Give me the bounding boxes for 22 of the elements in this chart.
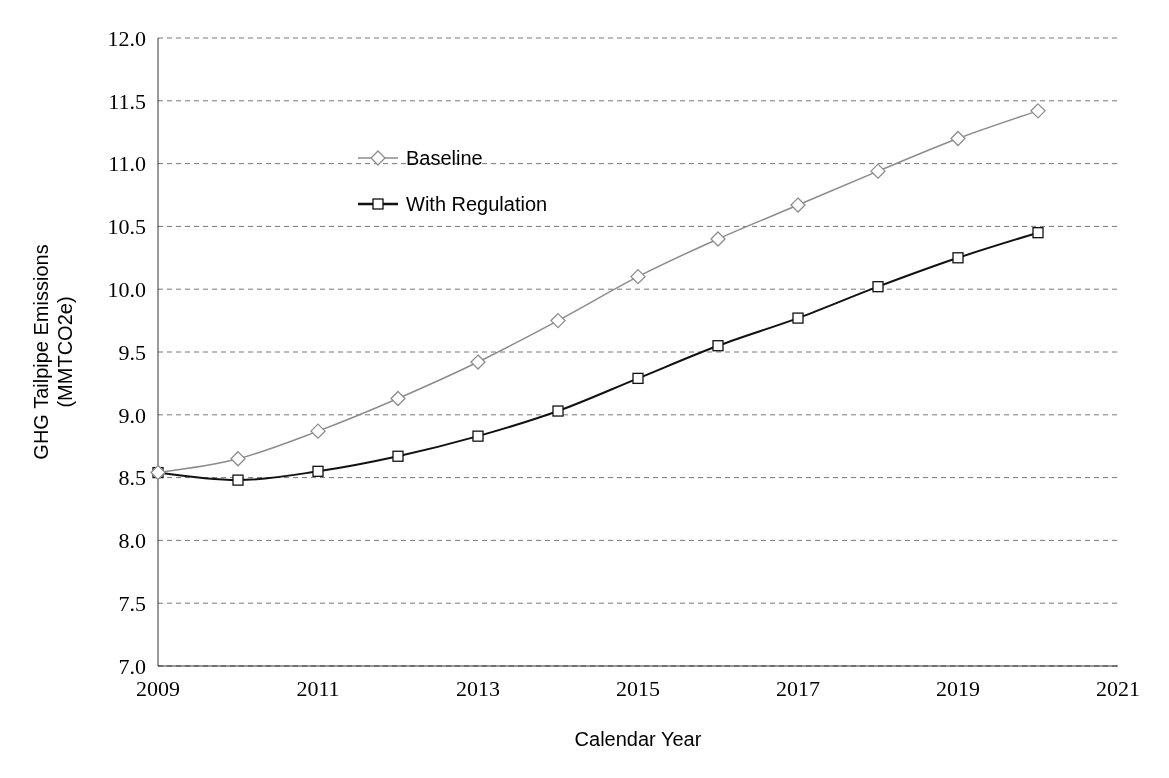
legend-label: With Regulation [406, 193, 548, 215]
y-tick-label: 11.0 [108, 151, 146, 177]
y-tick-label: 8.0 [118, 528, 146, 554]
legend-label: Baseline [406, 147, 483, 169]
y-tick-label: 11.5 [108, 88, 146, 114]
x-tick-label: 2017 [776, 676, 820, 701]
x-tick-label: 2021 [1096, 676, 1140, 701]
y-tick-label: 7.5 [118, 590, 146, 616]
y-tick-label: 10.0 [107, 276, 146, 302]
y-tick-label: 9.0 [118, 402, 146, 428]
x-tick-label: 2015 [616, 676, 660, 701]
y-axis-title: GHG Tailpipe Emissions (MMTCO2e) [30, 244, 76, 460]
y-tick-label: 10.5 [107, 214, 146, 240]
x-tick-label: 2009 [136, 676, 180, 701]
x-tick-label: 2013 [456, 676, 500, 701]
y-tick-label: 9.5 [118, 339, 146, 365]
x-tick-label: 2011 [296, 676, 340, 701]
y-tick-label: 7.0 [118, 653, 146, 679]
x-tick-label: 2019 [936, 676, 980, 701]
y-tick-label: 12.0 [107, 25, 146, 51]
y-tick-label: 8.5 [118, 465, 146, 491]
x-axis-title: Calendar Year [574, 728, 702, 750]
